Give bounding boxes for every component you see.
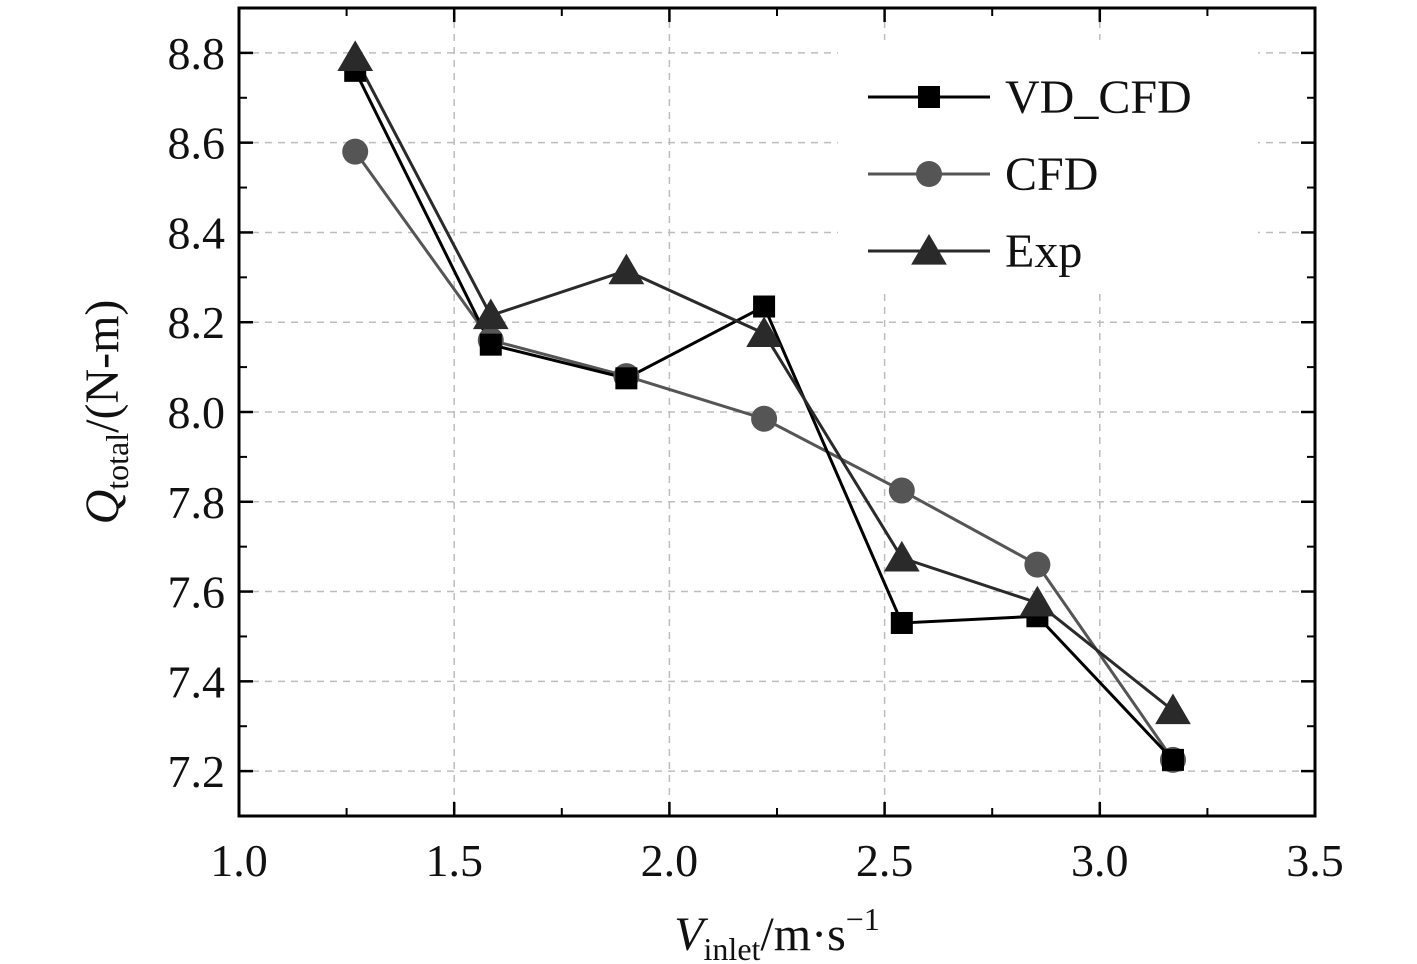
x-tick-label: 3.5 <box>1286 835 1344 886</box>
data-point-exp <box>1019 585 1056 617</box>
data-point-exp <box>472 298 509 330</box>
plot-frame <box>237 6 1317 818</box>
x-axis-label-sub: inlet <box>704 931 761 964</box>
data-point-vd-cfd <box>1161 748 1184 771</box>
legend-marker-cfd <box>916 161 942 187</box>
y-tick-label: 7.4 <box>168 656 226 707</box>
data-point-exp <box>883 540 920 572</box>
data-point-exp <box>746 316 782 348</box>
data-point-cfd <box>1024 551 1051 578</box>
legend-box <box>838 40 1258 290</box>
y-tick-label: 7.2 <box>168 746 226 797</box>
y-tick-label: 8.4 <box>168 207 226 258</box>
x-axis-label-main: V <box>674 908 708 961</box>
data-point-vd-cfd <box>479 333 502 356</box>
data-point-cfd <box>751 405 778 432</box>
x-axis-label: Vinlet/m·s−1 <box>674 901 880 964</box>
x-axis-label-unit: /m·s <box>760 908 845 961</box>
y-axis-label-unit: /(N-m) <box>76 300 129 433</box>
data-point-cfd <box>342 138 369 165</box>
x-tick-label: 1.0 <box>210 835 268 886</box>
y-tick-label: 8.6 <box>168 118 226 169</box>
data-point-cfd <box>888 477 915 504</box>
x-tick-label: 2.5 <box>856 835 914 886</box>
data-point-vd-cfd <box>753 295 776 318</box>
legend-marker-exp <box>911 234 947 265</box>
legend-background <box>838 40 1258 290</box>
y-tick-label: 7.6 <box>168 567 226 618</box>
series-layer <box>337 40 1191 773</box>
legend: VD_CFD CFD Exp <box>868 71 1192 278</box>
x-axis-label-sup: −1 <box>846 901 880 937</box>
y-axis-label-main: Q <box>76 490 129 525</box>
y-axis-label: Qtotal/(N-m) <box>76 300 135 525</box>
legend-marker-vd-cfd <box>918 86 940 108</box>
y-tick-label: 8.2 <box>168 297 226 348</box>
data-point-exp <box>1155 693 1191 725</box>
legend-label-cfd: CFD <box>1005 148 1098 201</box>
y-tick-label: 8.8 <box>168 28 226 79</box>
x-tick-label: 2.0 <box>641 835 699 886</box>
y-tick-label: 8.0 <box>168 387 226 438</box>
data-point-exp <box>337 40 374 71</box>
legend-label-vd-cfd: VD_CFD <box>1005 71 1192 124</box>
x-tick-label: 1.5 <box>425 835 483 886</box>
data-point-exp <box>608 253 645 285</box>
tick-labels: 1.0 1.5 2.0 2.5 3.0 3.5 7.2 7.4 7.6 7.8 8.0 8.2 8.4 8… <box>168 28 1344 886</box>
y-tick-label: 7.8 <box>168 477 226 528</box>
data-point-vd-cfd <box>615 367 638 390</box>
x-tick-label: 3.0 <box>1071 835 1129 886</box>
legend-label-exp: Exp <box>1005 225 1082 278</box>
data-point-vd-cfd <box>890 611 913 634</box>
y-axis-label-sub: total <box>99 433 135 490</box>
